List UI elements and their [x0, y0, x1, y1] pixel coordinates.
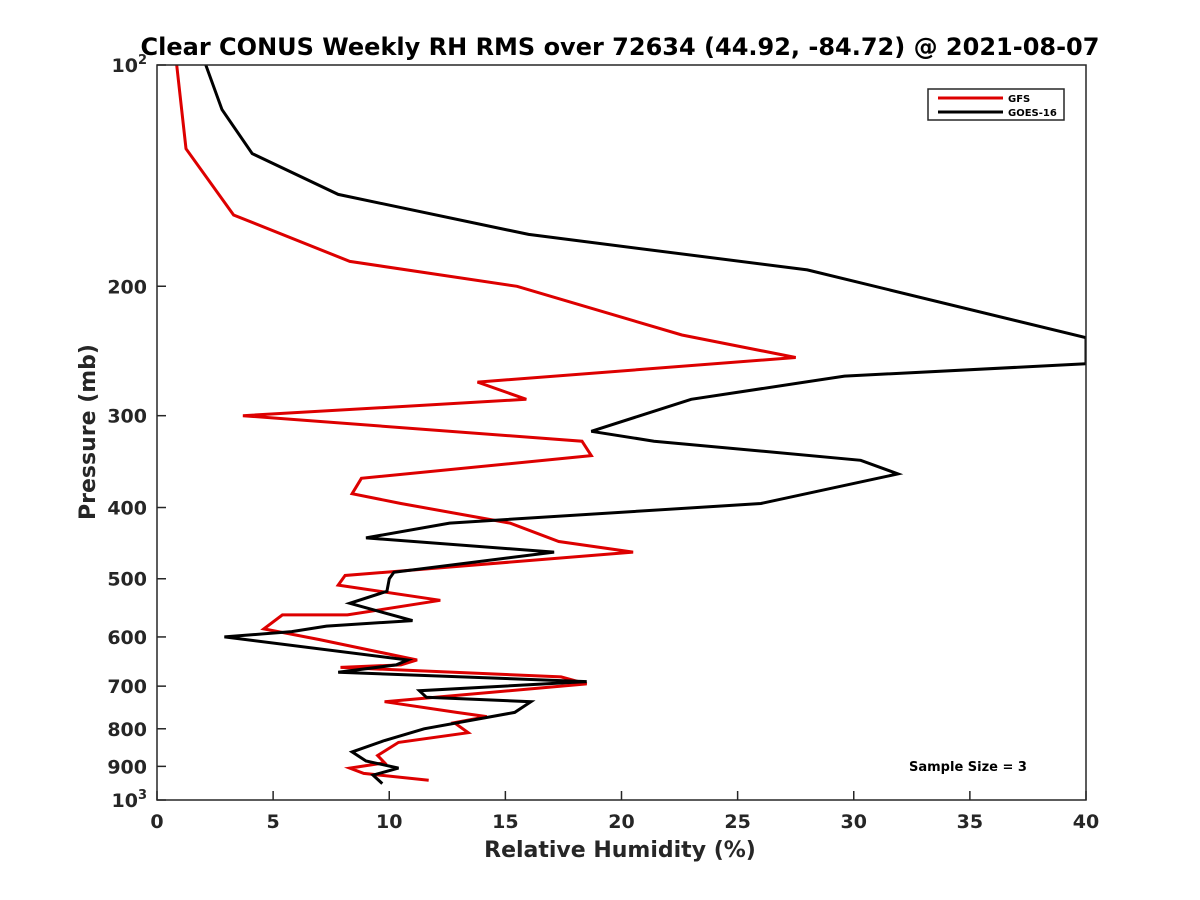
x-tick-label: 5 [267, 811, 280, 833]
x-tick-label: 35 [957, 811, 983, 833]
legend-label-goes-16: GOES-16 [1008, 108, 1057, 119]
legend: GFS GOES-16 [927, 88, 1065, 121]
y-tick-label: 103 [112, 788, 148, 812]
y-tick-label: 102 [112, 53, 148, 77]
legend-box [927, 88, 1065, 121]
y-axis-label: Pressure (mb) [76, 344, 101, 520]
x-tick-label: 20 [608, 811, 634, 833]
chart-title: Clear CONUS Weekly RH RMS over 72634 (44… [141, 33, 1100, 61]
x-tick-label: 30 [841, 811, 867, 833]
series-line-gfs [175, 65, 796, 782]
legend-label-gfs: GFS [1008, 94, 1030, 105]
y-tick-label: 300 [107, 406, 147, 428]
y-tick-label: 800 [107, 719, 147, 741]
y-tick-label: 900 [107, 756, 147, 778]
x-tick-label: 25 [724, 811, 750, 833]
y-tick-label: 400 [107, 498, 147, 520]
x-tick-label: 10 [376, 811, 402, 833]
x-tick-label: 0 [150, 811, 163, 833]
y-tick-label: 600 [107, 627, 147, 649]
y-tick-label: 700 [107, 676, 147, 698]
x-axis-label: Relative Humidity (%) [484, 838, 756, 863]
x-tick-label: 15 [492, 811, 518, 833]
y-tick-label: 200 [107, 276, 147, 298]
sample-size-annotation: Sample Size = 3 [909, 760, 1027, 775]
series-line-goes-16 [204, 65, 1086, 785]
y-tick-label: 500 [107, 569, 147, 591]
x-tick-label: 40 [1073, 811, 1099, 833]
